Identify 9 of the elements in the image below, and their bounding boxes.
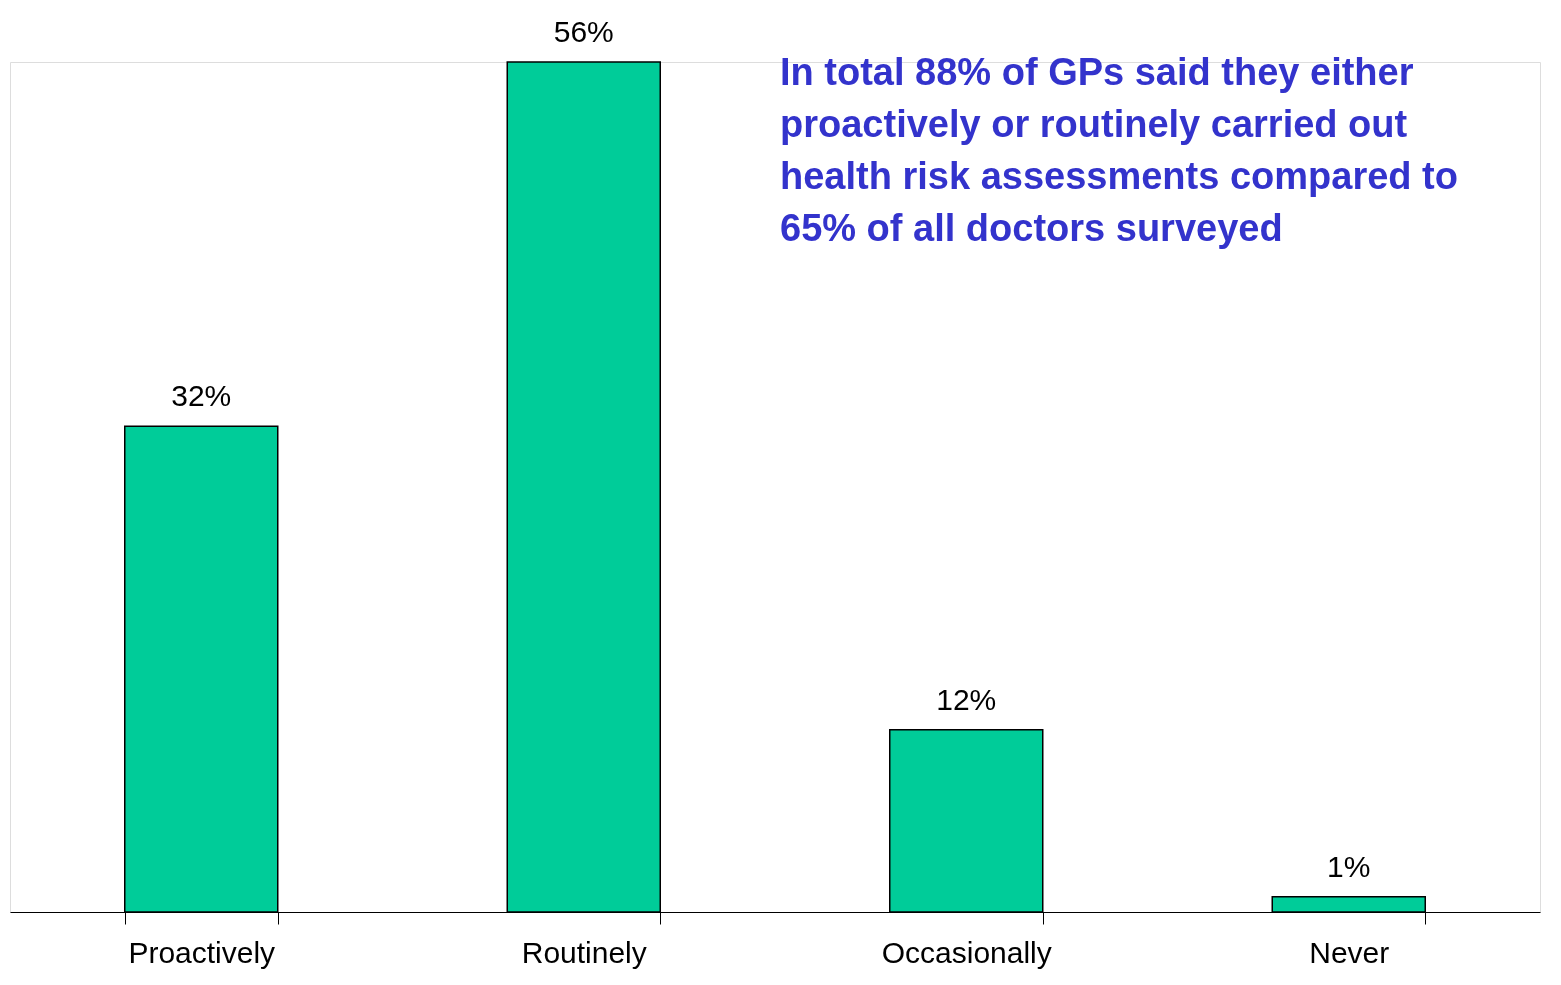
data-label: 12%	[936, 682, 997, 716]
x-tick-label: Proactively	[128, 935, 276, 969]
data-label: 1%	[1327, 849, 1371, 883]
x-tick-label: Occasionally	[881, 935, 1052, 969]
data-label: 32%	[171, 379, 232, 413]
x-tick-label: Routinely	[521, 935, 647, 969]
x-tick-label: Never	[1309, 935, 1390, 969]
annotation: In total 88% of GPs said they either proactively or routinely carried out health risk assessments compared to 65% of all doctors surveyed	[780, 51, 1458, 249]
data-label: 56%	[553, 15, 614, 48]
